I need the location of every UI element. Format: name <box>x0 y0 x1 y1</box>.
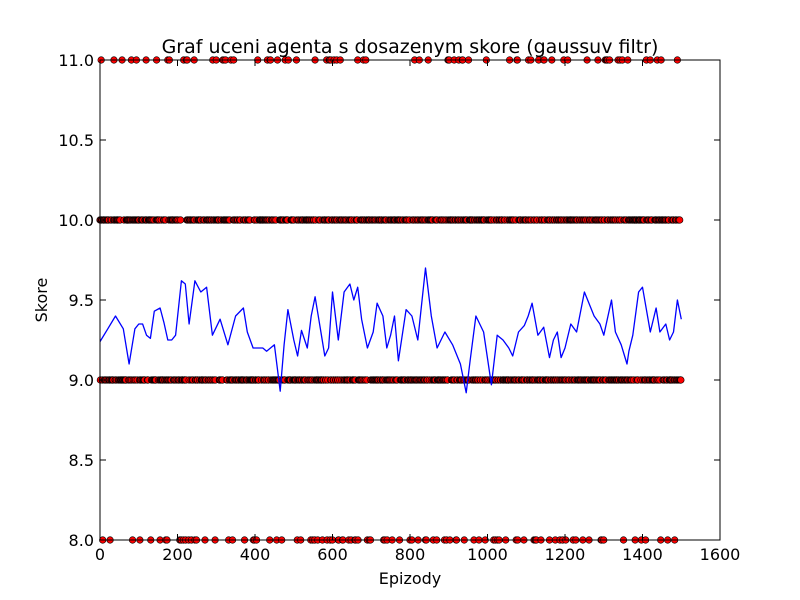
x-tick-label: 600 <box>317 545 348 564</box>
x-tick-label: 200 <box>162 545 193 564</box>
scatter-points <box>96 56 685 544</box>
x-axis: 0 200 400 600 800 1000 1200 1400 1600 <box>95 60 740 564</box>
y-tick-label: 9.0 <box>69 371 94 390</box>
x-tick-label: 1000 <box>467 545 508 564</box>
score-point <box>177 216 185 224</box>
x-tick-label: 800 <box>395 545 426 564</box>
score-point <box>676 216 684 224</box>
chart-title: Graf uceni agenta s dosazenym skore (gau… <box>162 36 659 58</box>
x-tick-label: 1600 <box>700 545 741 564</box>
x-tick-label: 0 <box>95 545 105 564</box>
y-tick-label: 10.5 <box>58 131 94 150</box>
smoothed-line-layer <box>99 267 682 394</box>
y-tick-label: 10.0 <box>58 211 94 230</box>
x-tick-label: 400 <box>240 545 271 564</box>
x-tick-label: 1400 <box>622 545 663 564</box>
plot-frame <box>99 59 721 541</box>
score-point <box>677 376 685 384</box>
x-axis-label: Epizody <box>379 569 442 588</box>
y-tick-label: 8.0 <box>69 531 94 550</box>
y-tick-label: 9.5 <box>69 291 94 310</box>
y-axis-label: Skore <box>32 278 51 323</box>
smoothed-score-line <box>99 267 682 394</box>
x-tick-label: 1200 <box>545 545 586 564</box>
y-tick-label: 11.0 <box>58 51 94 70</box>
y-tick-label: 8.5 <box>69 451 94 470</box>
y-axis: 8.0 8.5 9.0 9.5 10.0 10.5 11.0 <box>58 51 720 550</box>
